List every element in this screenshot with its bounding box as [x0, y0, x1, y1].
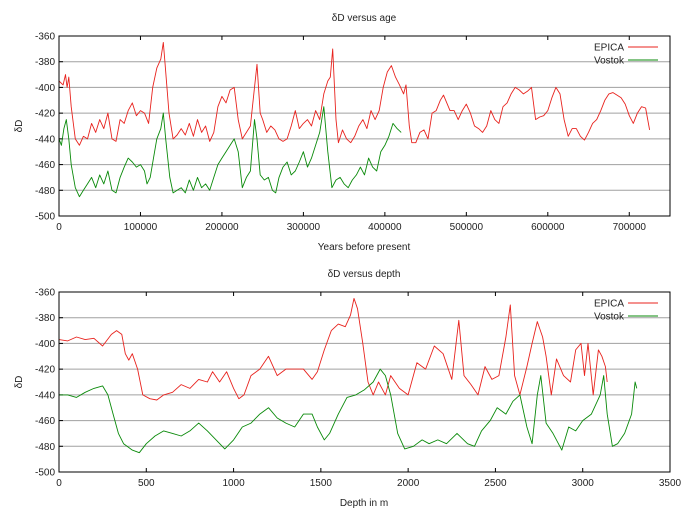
x-tick-label: 400000: [368, 222, 402, 233]
legend-label-epica: EPICA: [594, 43, 624, 54]
plot-frame: [58, 291, 671, 473]
y-tick-label: -440: [35, 390, 55, 401]
x-tick-label: 700000: [613, 222, 647, 233]
series-line-vostok: [58, 106, 402, 198]
y-tick-label: -500: [35, 212, 55, 223]
x-tick-label: 1500: [310, 478, 333, 489]
legend-label-epica: EPICA: [594, 299, 624, 310]
age-chart-title: δD versus age: [332, 13, 397, 24]
age-chart: δD versus age Years before present δD -5…: [14, 13, 671, 253]
y-tick-label: -460: [35, 416, 55, 427]
age-chart-xlabel: Years before present: [318, 242, 411, 253]
y-tick-label: -440: [35, 134, 55, 145]
y-tick-label: -500: [35, 468, 55, 479]
series-line-epica: [58, 297, 608, 401]
y-tick-label: -420: [35, 365, 55, 376]
x-tick-label: 600000: [531, 222, 565, 233]
x-tick-label: 1000: [222, 478, 245, 489]
depth-chart: δD versus depth Depth in m δD -500 -480 -4…: [14, 269, 682, 509]
x-tick-label: 500000: [450, 222, 484, 233]
x-tick-label: 500: [138, 478, 155, 489]
x-tick-label: 0: [56, 478, 62, 489]
legend-label-vostok: Vostok: [594, 56, 625, 67]
age-chart-ylabel: δD: [14, 120, 25, 133]
y-tick-label: -360: [35, 32, 55, 43]
x-tick-label: 2500: [484, 478, 507, 489]
y-tick-label: -480: [35, 442, 55, 453]
series-line-epica: [58, 41, 651, 146]
y-tick-label: -400: [35, 83, 55, 94]
x-tick-label: 3500: [659, 478, 682, 489]
y-tick-label: -420: [35, 109, 55, 120]
y-tick-label: -360: [35, 288, 55, 299]
depth-chart-xlabel: Depth in m: [340, 498, 388, 509]
y-tick-label: -480: [35, 186, 55, 197]
depth-chart-ylabel: δD: [14, 376, 25, 389]
y-tick-label: -380: [35, 57, 55, 68]
x-tick-label: 3000: [572, 478, 595, 489]
series-line-vostok: [59, 368, 638, 454]
legend-label-vostok: Vostok: [594, 312, 625, 323]
y-tick-label: -460: [35, 160, 55, 171]
y-tick-label: -400: [35, 339, 55, 350]
x-tick-label: 100000: [124, 222, 158, 233]
plot-frame: [58, 35, 671, 217]
x-tick-label: 300000: [287, 222, 321, 233]
x-tick-label: 200000: [205, 222, 239, 233]
x-tick-label: 0: [56, 222, 62, 233]
y-tick-label: -380: [35, 313, 55, 324]
depth-chart-title: δD versus depth: [328, 269, 401, 280]
x-tick-label: 2000: [397, 478, 420, 489]
